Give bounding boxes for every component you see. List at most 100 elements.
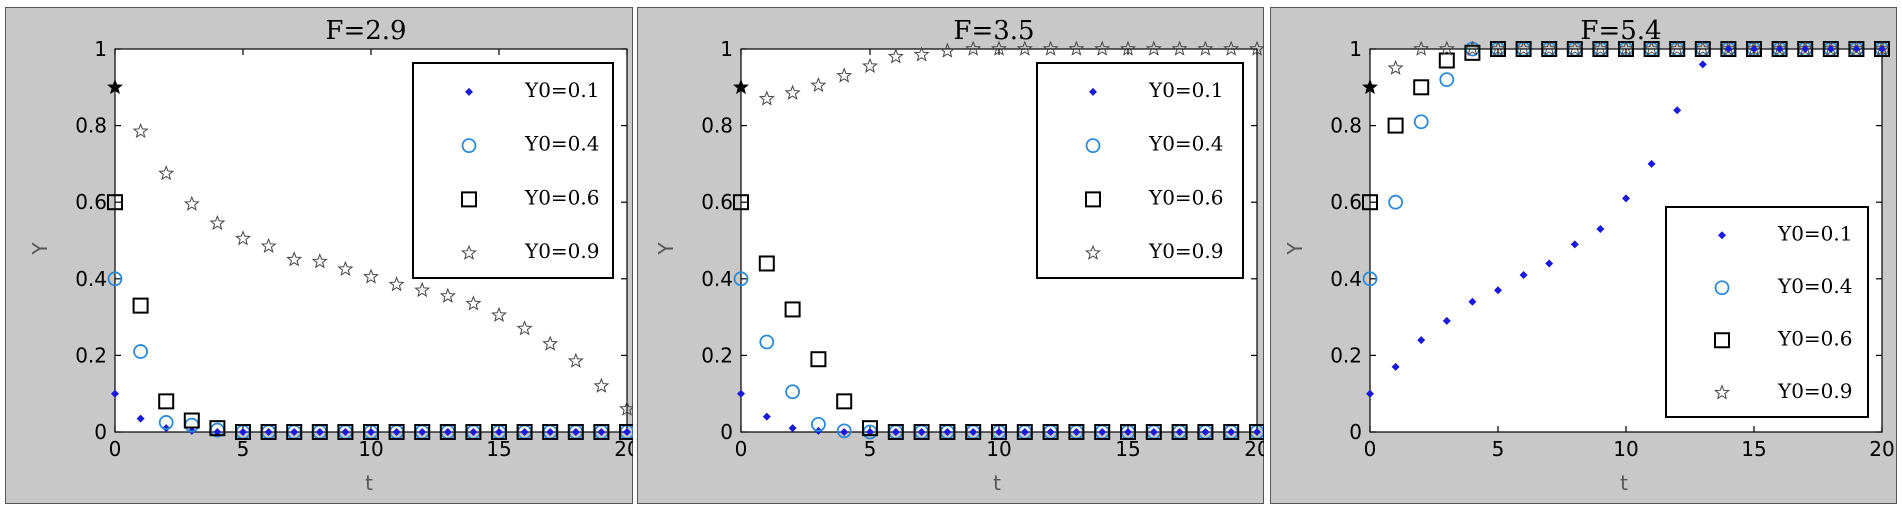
legend-marker xyxy=(1714,384,1730,400)
data-point xyxy=(567,352,584,368)
legend-label: Y0=0.9 xyxy=(1777,379,1853,403)
data-point xyxy=(939,42,956,58)
x-tick-label: 15 xyxy=(1115,437,1140,461)
data-point xyxy=(917,428,926,436)
data-point xyxy=(414,281,431,298)
data-point xyxy=(733,78,749,95)
x-tick-label: 5 xyxy=(864,437,877,461)
x-axis-title: t xyxy=(1620,471,1628,495)
legend-marker xyxy=(1085,191,1101,208)
y-axis-title: Y xyxy=(1283,242,1307,256)
data-point xyxy=(1566,40,1583,56)
data-point xyxy=(1464,44,1481,61)
data-point xyxy=(439,287,456,303)
y-tick-label: 0.4 xyxy=(1330,267,1362,291)
data-point xyxy=(784,84,801,100)
data-point xyxy=(1464,40,1481,56)
data-point xyxy=(469,428,478,436)
legend-label: Y0=0.4 xyxy=(524,132,600,156)
data-point xyxy=(1490,40,1506,56)
data-point xyxy=(1223,424,1240,440)
data-point xyxy=(597,428,606,436)
data-point xyxy=(1120,40,1136,56)
y-tick-label: 0.6 xyxy=(701,190,733,214)
x-axis-title: t xyxy=(365,471,373,495)
data-point xyxy=(762,412,771,421)
legend-label: Y0=0.4 xyxy=(1148,132,1224,156)
data-point xyxy=(1149,428,1158,436)
data-point xyxy=(1253,428,1261,436)
data-point xyxy=(887,424,904,440)
data-point xyxy=(1545,259,1554,268)
legend-label: Y0=0.4 xyxy=(1777,274,1853,298)
legend-label: Y0=0.1 xyxy=(1777,221,1853,245)
data-point xyxy=(392,428,401,436)
data-point xyxy=(1366,389,1374,398)
data-point xyxy=(235,424,251,440)
data-point xyxy=(260,424,277,440)
data-point xyxy=(758,255,775,272)
y-tick-label: 0.8 xyxy=(701,114,733,138)
data-point xyxy=(388,424,405,440)
data-point xyxy=(183,195,200,211)
data-point xyxy=(158,415,174,430)
data-point xyxy=(1197,40,1214,56)
data-point xyxy=(1145,40,1162,56)
data-point xyxy=(567,424,584,440)
data-point xyxy=(315,428,324,436)
data-point xyxy=(619,400,633,416)
data-point xyxy=(1227,428,1236,436)
data-point xyxy=(965,424,982,440)
data-point xyxy=(1848,40,1865,56)
data-point xyxy=(1042,424,1059,440)
y-tick-label: 0.4 xyxy=(701,267,733,291)
data-point xyxy=(546,428,555,436)
data-point xyxy=(1362,271,1378,287)
data-point xyxy=(107,194,123,211)
data-point xyxy=(593,377,610,393)
legend-marker xyxy=(1714,280,1730,296)
legend-marker xyxy=(1085,138,1101,154)
x-tick-label: 20 xyxy=(1869,437,1894,461)
data-point xyxy=(593,424,610,440)
y-tick-label: 0.6 xyxy=(1330,190,1362,214)
data-point xyxy=(913,46,930,62)
data-point xyxy=(1570,240,1579,249)
y-tick-label: 1 xyxy=(720,37,733,61)
data-point xyxy=(991,40,1007,56)
data-point xyxy=(235,230,251,246)
data-point xyxy=(810,351,827,368)
data-point xyxy=(1249,40,1264,56)
data-point xyxy=(132,122,149,139)
data-point xyxy=(239,428,247,436)
x-tick-label: 10 xyxy=(1613,437,1638,461)
x-tick-label: 20 xyxy=(1244,437,1264,461)
data-point xyxy=(1468,297,1477,306)
data-point xyxy=(133,344,149,359)
data-point xyxy=(311,424,328,440)
data-point xyxy=(1669,40,1686,56)
data-point xyxy=(862,57,878,74)
legend-label: Y0=0.9 xyxy=(1148,239,1224,263)
x-tick-label: 0 xyxy=(109,437,122,461)
data-point xyxy=(943,428,952,436)
data-point xyxy=(862,420,878,437)
data-point xyxy=(418,428,427,436)
chart-title: F=3.5 xyxy=(953,16,1034,46)
y-tick-label: 0.2 xyxy=(1330,343,1362,367)
data-point xyxy=(887,48,904,64)
data-point xyxy=(491,424,507,440)
data-points xyxy=(1362,40,1890,398)
data-point xyxy=(810,416,826,432)
data-point xyxy=(836,393,853,410)
data-point xyxy=(520,428,529,436)
legend-label: Y0=0.1 xyxy=(1148,78,1224,102)
data-point xyxy=(1387,59,1404,75)
data-point xyxy=(209,420,226,437)
data-point xyxy=(1439,72,1455,88)
y-tick-label: 0.8 xyxy=(1330,114,1362,138)
data-point xyxy=(758,90,775,106)
data-point xyxy=(1094,424,1111,440)
y-tick-label: 0.4 xyxy=(75,267,107,291)
